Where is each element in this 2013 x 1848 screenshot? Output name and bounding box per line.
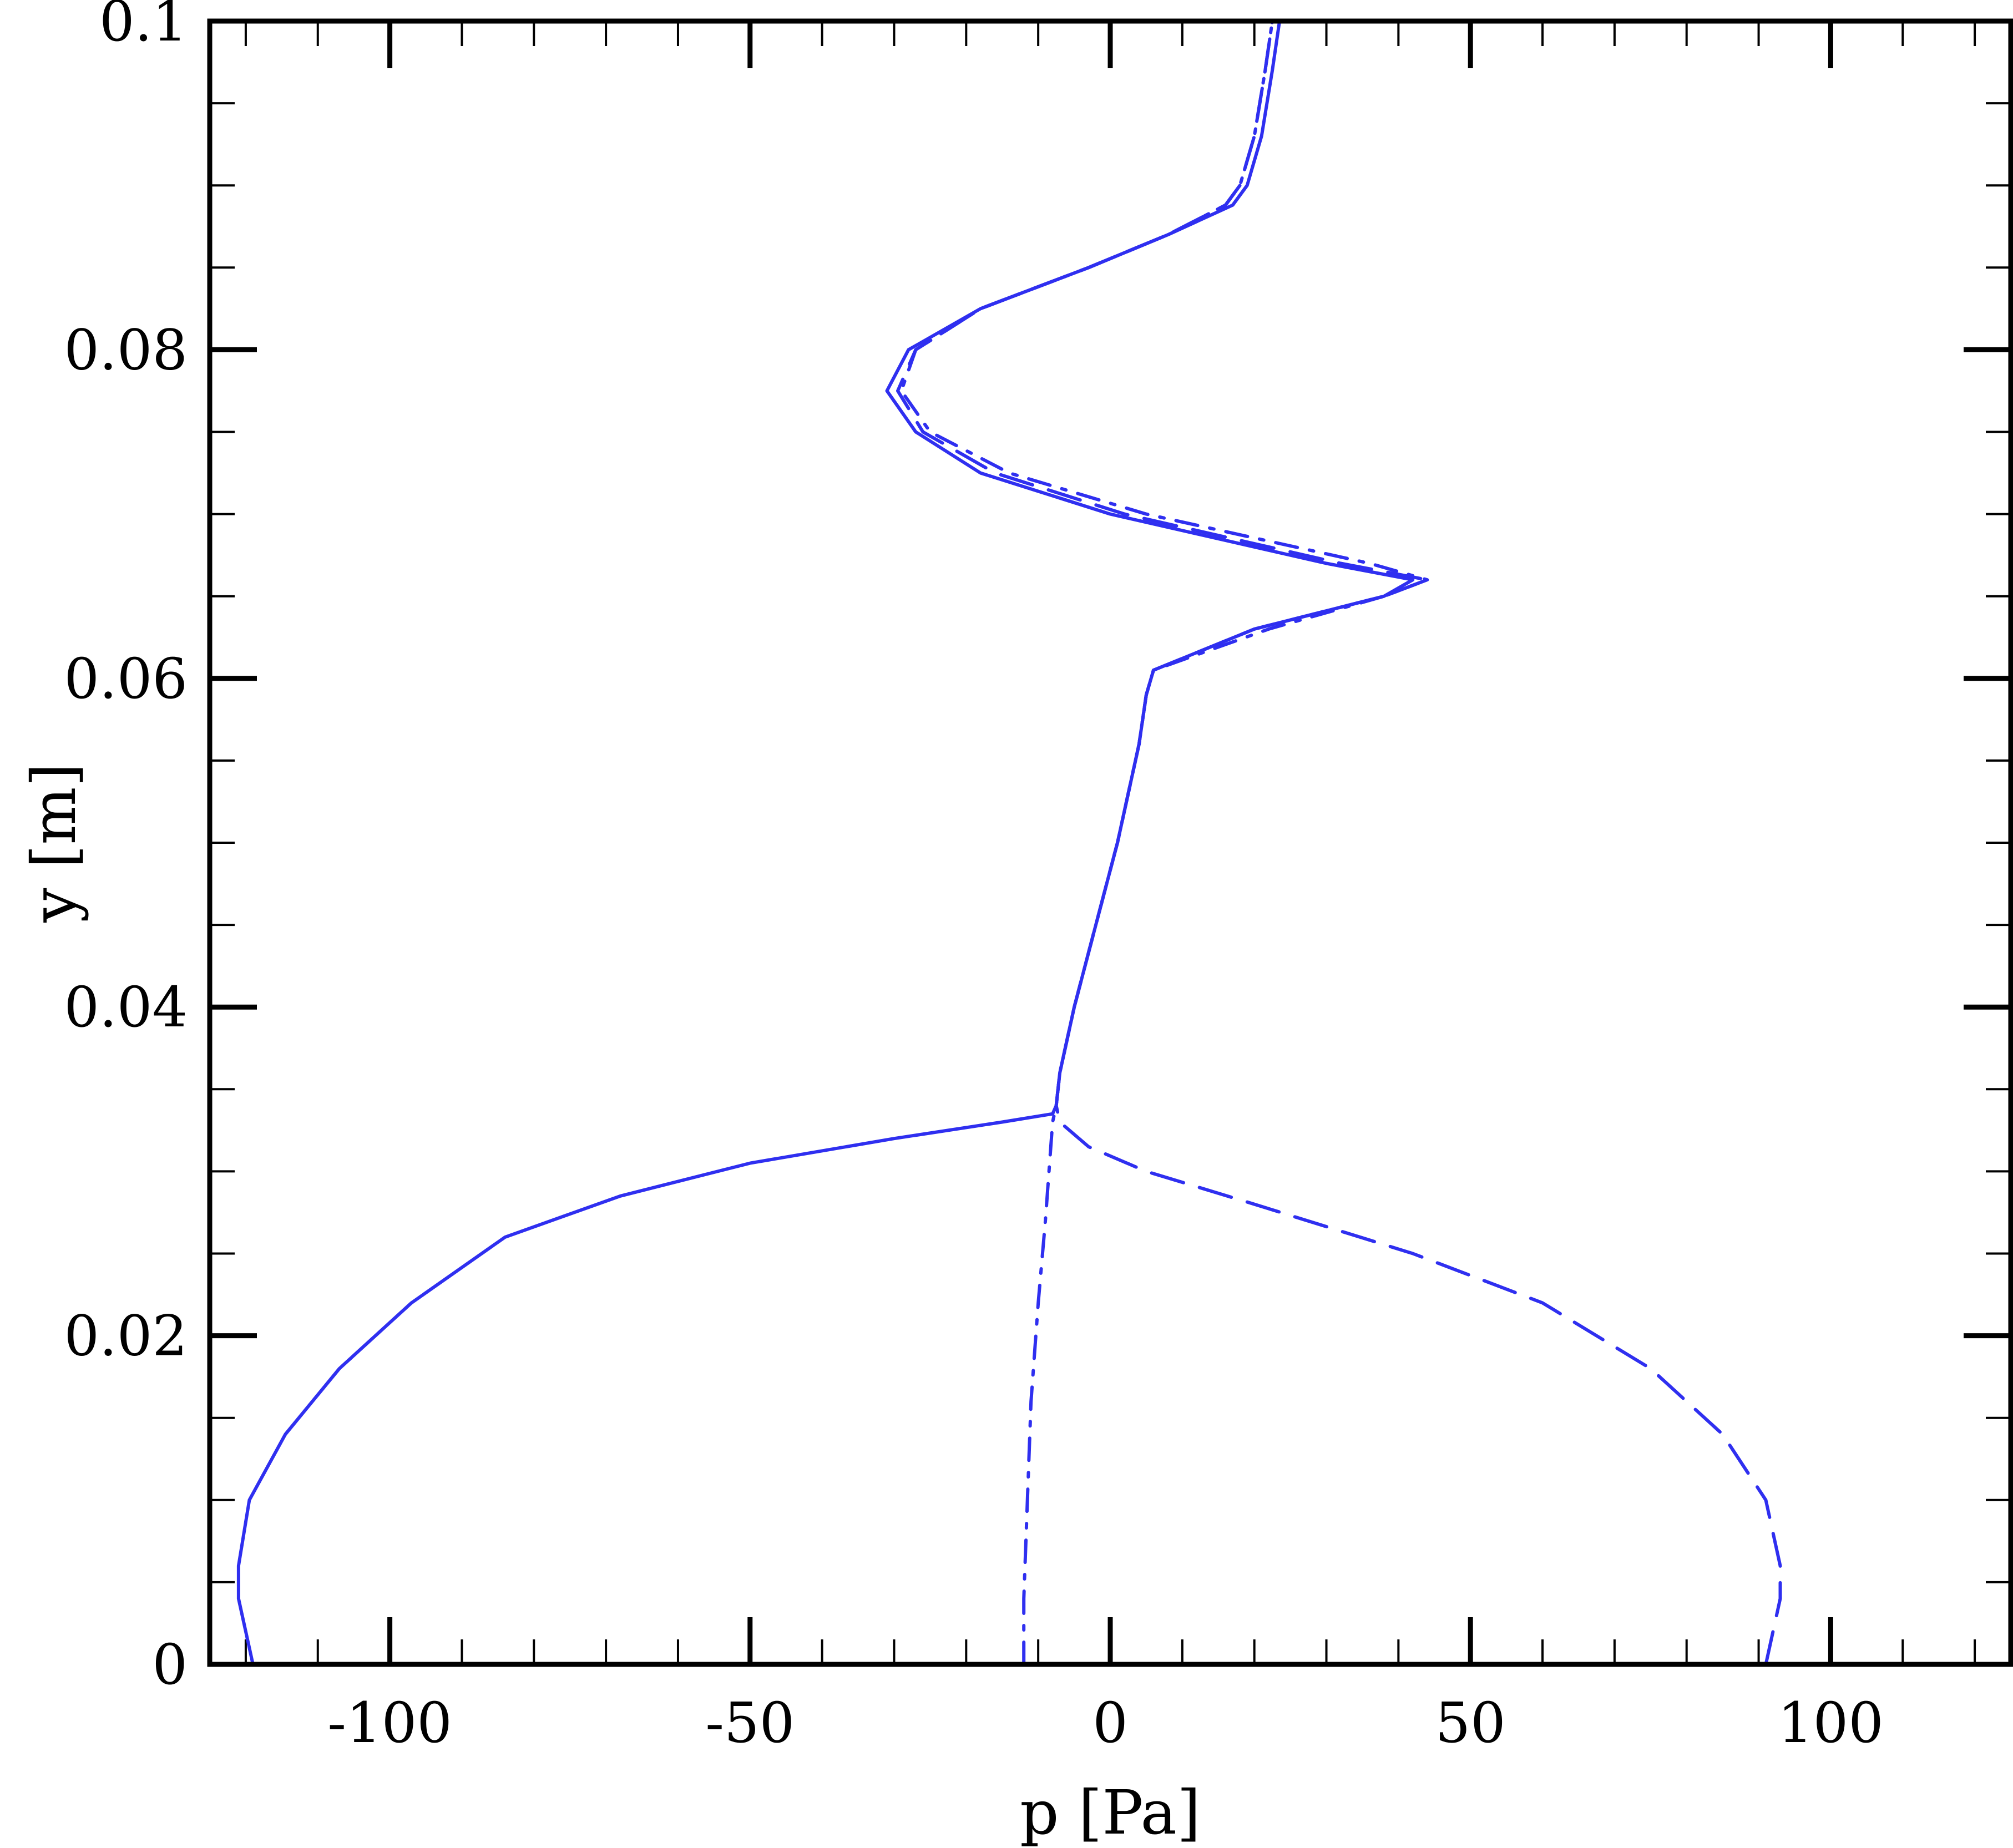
x-tick-label: 100 (1778, 1690, 1884, 1755)
series-lines (236, 19, 1782, 1666)
y-tick-label: 0.1 (99, 0, 188, 54)
y-tick-label: 0 (152, 1632, 188, 1697)
y-tick-label: 0.04 (64, 975, 188, 1040)
x-tick-label: 50 (1435, 1690, 1506, 1755)
axis-ticks (210, 18, 2011, 1667)
tick-labels: -100 -50 0 50 100 0 0.02 0.04 0.06 0.08 0.1 (64, 0, 1883, 1755)
series-solid-line (236, 19, 1415, 1666)
y-tick-label: 0.02 (64, 1304, 188, 1369)
series-dashed-line (896, 19, 1782, 1666)
series-dashdot-line (899, 19, 1429, 1666)
y-axis-title: y [m] (18, 763, 89, 923)
x-tick-label: -50 (705, 1690, 795, 1755)
x-tick-label: 0 (1093, 1690, 1128, 1755)
plot-frame (207, 18, 2013, 1667)
x-axis-title: p [Pa] (1020, 1777, 1201, 1848)
x-tick-label: -100 (327, 1690, 452, 1755)
y-tick-label: 0.06 (64, 646, 188, 711)
y-tick-label: 0.08 (64, 317, 188, 382)
